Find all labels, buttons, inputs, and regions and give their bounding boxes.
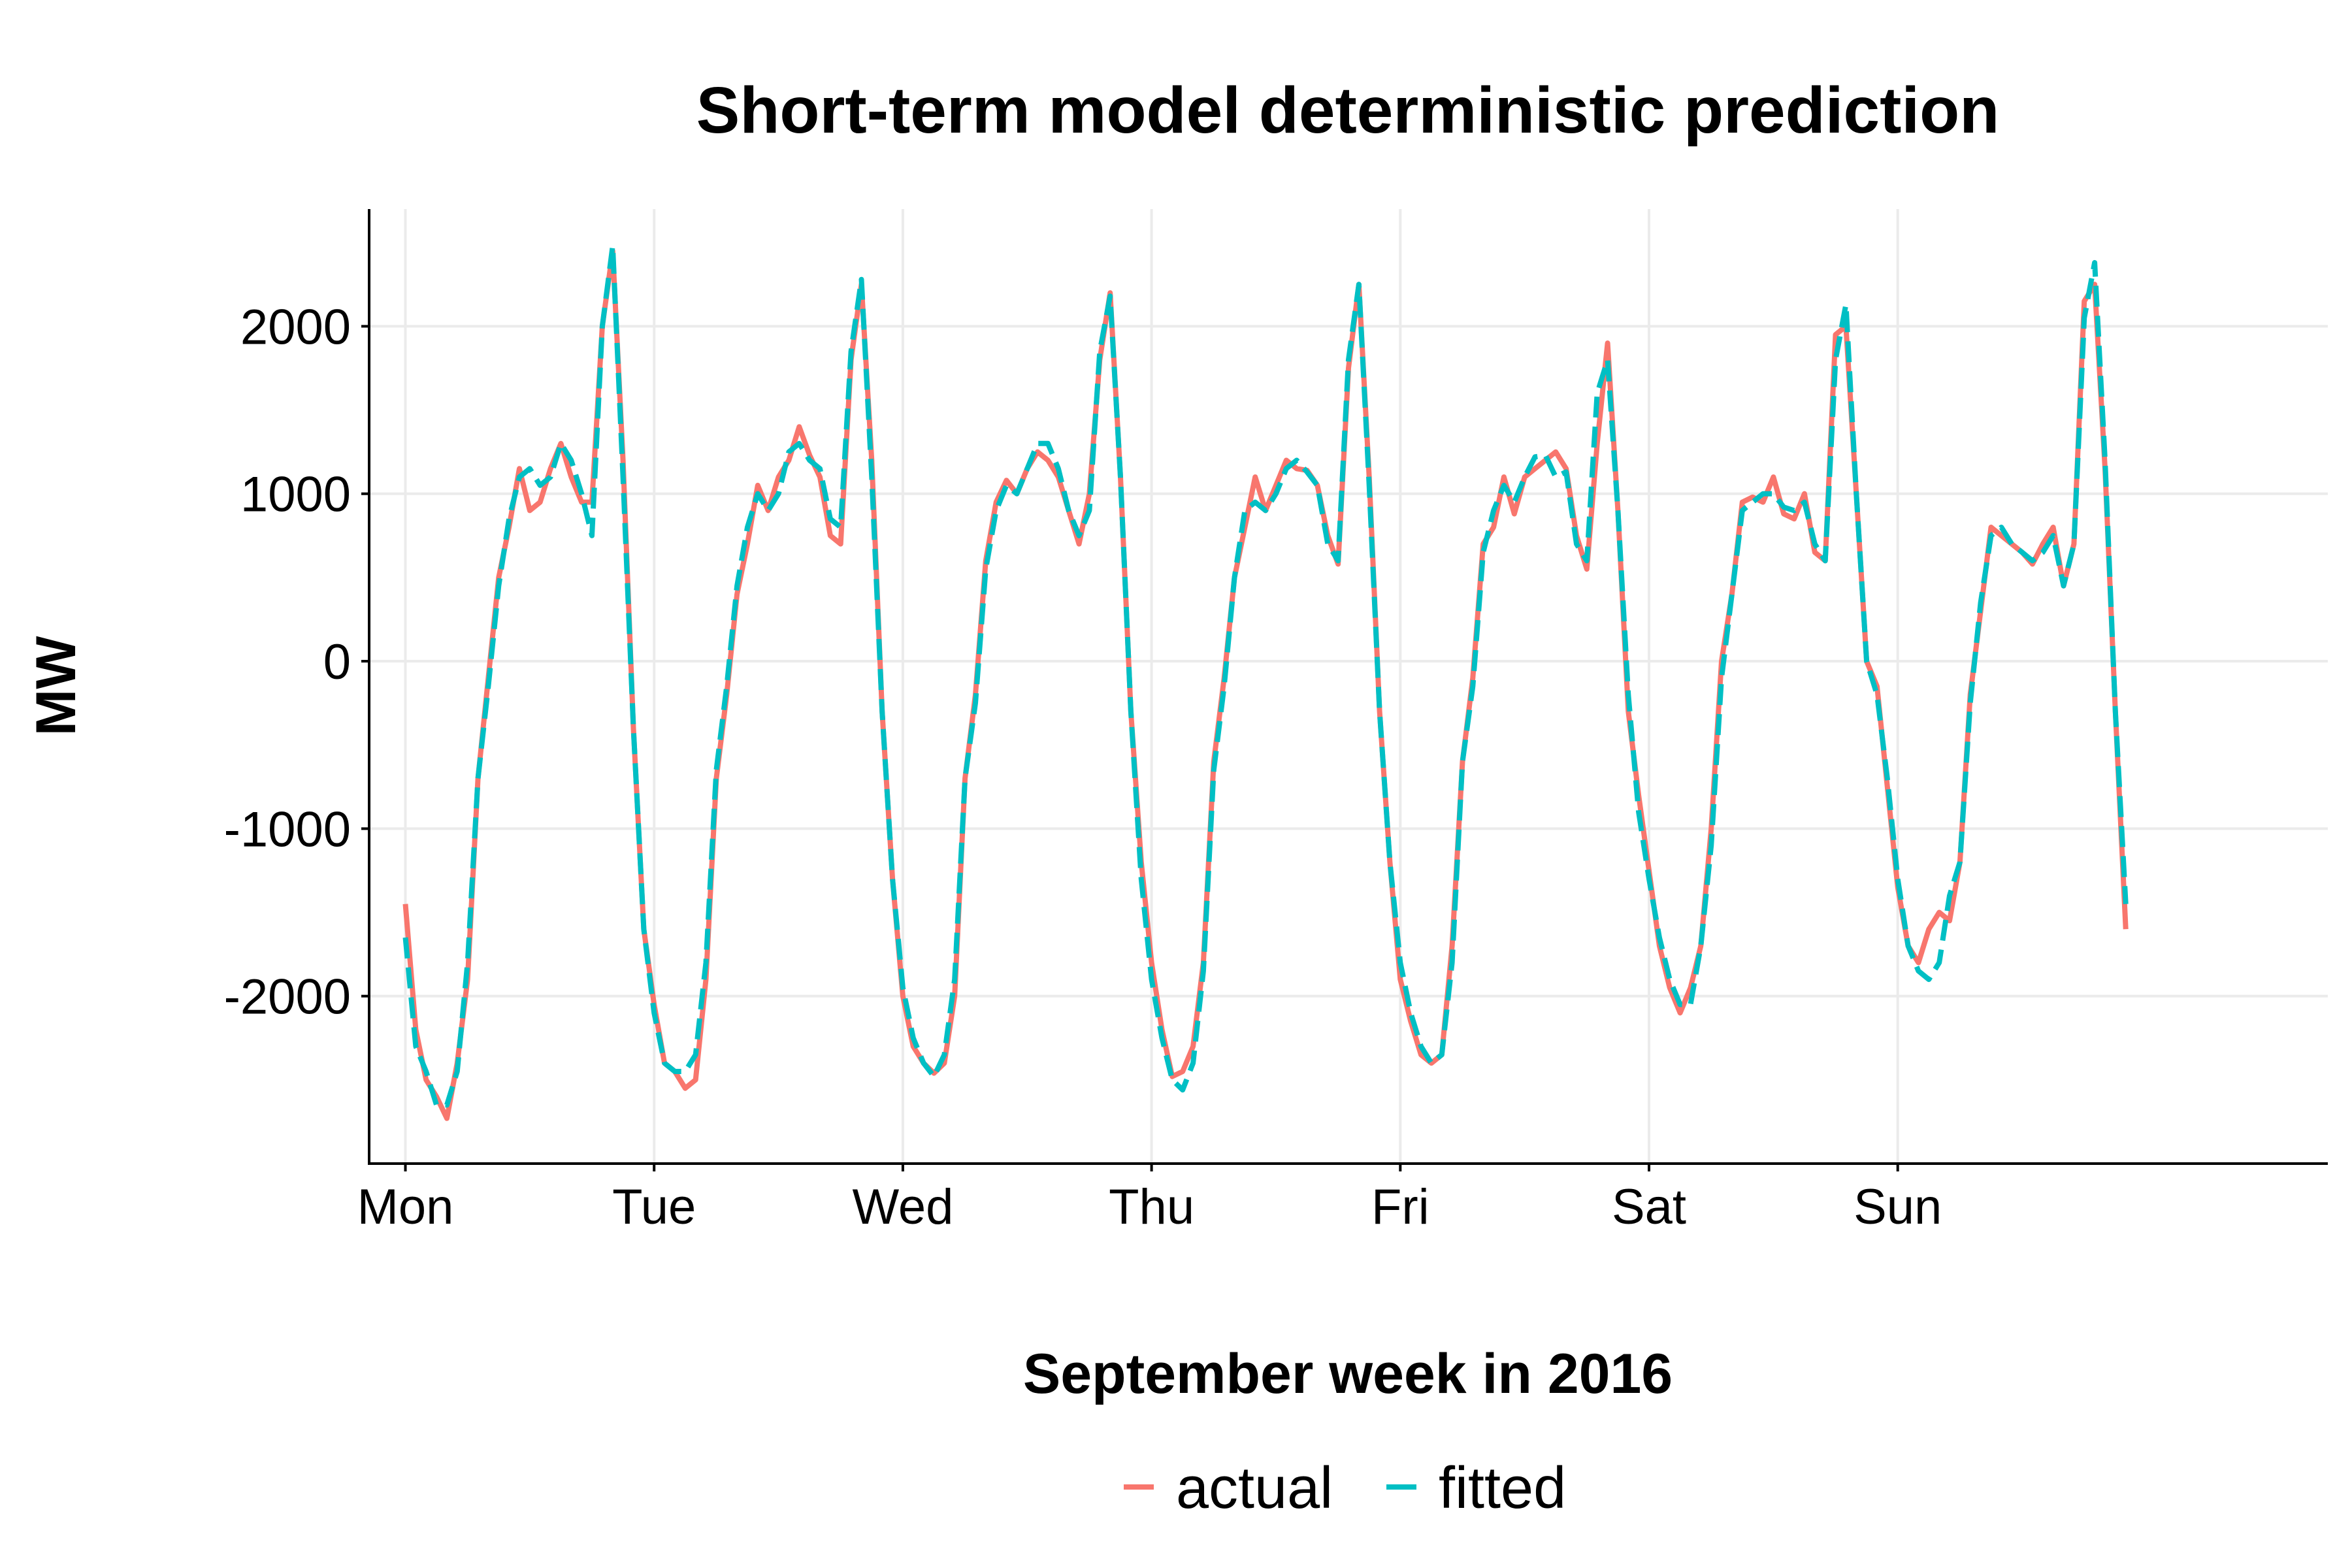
y-tick-label: -1000 bbox=[224, 802, 351, 857]
x-tick-label: Fri bbox=[1371, 1179, 1429, 1235]
legend-label-fitted: fitted bbox=[1439, 1456, 1566, 1521]
x-tick-label: Mon bbox=[357, 1179, 454, 1235]
series-line-actual bbox=[402, 248, 2129, 1121]
y-tick-label: 2000 bbox=[240, 299, 351, 355]
x-tick-label: Sun bbox=[1854, 1179, 1942, 1235]
y-tick-label: 1000 bbox=[240, 467, 351, 523]
x-tick-label: Thu bbox=[1109, 1179, 1194, 1235]
series-layer bbox=[402, 243, 2129, 1121]
legend: actual fitted bbox=[1124, 1456, 1566, 1521]
x-axis: Mon Tue Wed Thu Fri Sat Sun bbox=[357, 1164, 1942, 1235]
y-axis-title: MW bbox=[25, 636, 88, 736]
y-tick-label: -2000 bbox=[224, 970, 351, 1025]
x-tick-label: Tue bbox=[612, 1179, 696, 1235]
chart-title: Short-term model deterministic predictio… bbox=[696, 74, 2000, 147]
y-tick-label: 0 bbox=[323, 634, 351, 690]
y-axis: 2000 1000 0 -1000 -2000 bbox=[224, 299, 369, 1025]
x-tick-label: Wed bbox=[852, 1179, 953, 1235]
series-line-fitted bbox=[402, 243, 2129, 1108]
grid bbox=[369, 209, 2328, 1164]
legend-label-actual: actual bbox=[1176, 1456, 1333, 1521]
x-tick-label: Sat bbox=[1612, 1179, 1686, 1235]
x-axis-title: September week in 2016 bbox=[1023, 1343, 1673, 1405]
